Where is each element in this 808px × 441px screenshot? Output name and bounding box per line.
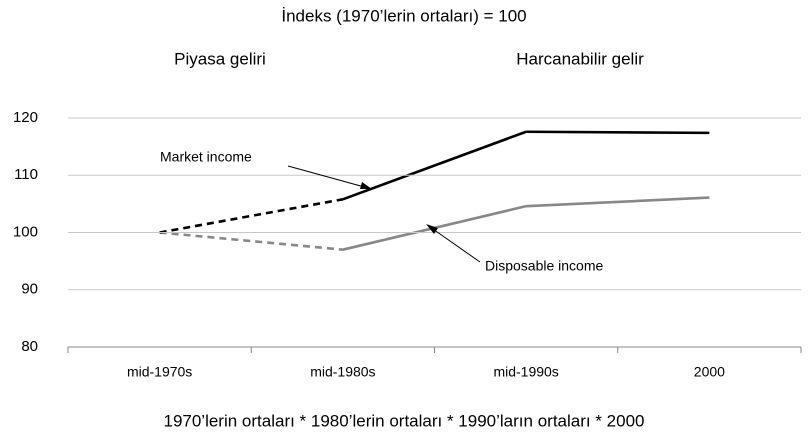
x-tick-label: mid-1990s <box>493 364 558 380</box>
x-tick-label: mid-1980s <box>310 364 375 380</box>
series-line <box>159 231 343 251</box>
arrow-head <box>426 224 438 234</box>
series-line <box>526 196 710 208</box>
y-tick-label: 110 <box>14 166 38 183</box>
series-line <box>159 198 344 234</box>
caption: 1970’lerin ortaları * 1980’lerin ortalar… <box>163 411 644 430</box>
annotation-arrow <box>287 165 369 189</box>
annotation: Market income <box>160 149 252 165</box>
series-line <box>342 130 527 201</box>
y-tick-label: 100 <box>13 223 38 240</box>
x-tick-label: mid-1970s <box>127 364 192 380</box>
series-line <box>526 130 710 135</box>
panel-label: Piyasa geliri <box>174 49 266 68</box>
annotation: Disposable income <box>485 258 603 274</box>
arrow-head <box>360 182 372 189</box>
subtitle: İndeks (1970’lerin ortaları) = 100 <box>281 6 526 25</box>
y-tick-label: 120 <box>13 109 38 126</box>
annotation-arrow <box>429 226 481 263</box>
y-tick-label: 80 <box>21 338 38 355</box>
x-tick-label: 2000 <box>694 364 725 380</box>
panel-label: Harcanabilir gelir <box>516 49 644 68</box>
y-tick-label: 90 <box>21 281 38 298</box>
